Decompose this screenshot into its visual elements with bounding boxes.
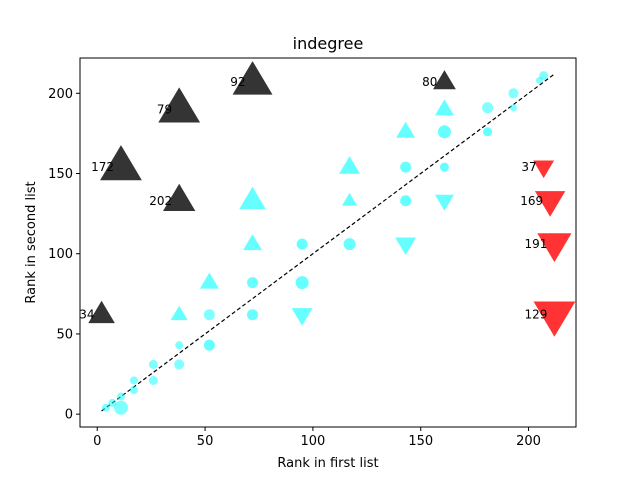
point-triangle-up bbox=[239, 186, 266, 210]
point-label: 34 bbox=[79, 308, 94, 322]
y-axis-label: Rank in second list bbox=[24, 181, 39, 303]
point-circle bbox=[247, 309, 259, 321]
x-tick-label: 50 bbox=[197, 434, 214, 449]
point-triangle-down bbox=[533, 160, 555, 179]
point-circle bbox=[174, 359, 185, 370]
y-tick-label: 0 bbox=[65, 408, 73, 423]
point-label: 80 bbox=[422, 75, 437, 89]
point-circle bbox=[400, 195, 412, 207]
point-circle bbox=[343, 238, 356, 251]
point-circle bbox=[129, 376, 138, 385]
point-triangle-up bbox=[100, 145, 142, 181]
point-triangle-up bbox=[433, 70, 456, 90]
point-circle bbox=[148, 375, 158, 385]
point-circle bbox=[437, 125, 451, 139]
y-tick-label: 50 bbox=[56, 327, 73, 342]
point-circle bbox=[113, 400, 128, 415]
point-triangle-up bbox=[341, 192, 358, 206]
point-circle bbox=[509, 104, 517, 112]
point-circle bbox=[116, 392, 125, 401]
point-circle bbox=[539, 71, 549, 81]
point-label: 172 bbox=[91, 160, 114, 174]
point-circle bbox=[295, 276, 309, 290]
point-circle bbox=[247, 277, 259, 289]
point-triangle-up bbox=[88, 300, 115, 324]
x-tick-label: 200 bbox=[516, 434, 541, 449]
point-circle bbox=[439, 162, 449, 172]
point-triangle-down bbox=[534, 191, 566, 217]
reference-line-layer bbox=[101, 73, 555, 412]
point-label: 37 bbox=[521, 160, 536, 174]
point-triangle-up bbox=[158, 87, 201, 123]
y-tick-label: 150 bbox=[48, 167, 73, 182]
point-triangle-up bbox=[339, 156, 361, 174]
point-triangle-up bbox=[170, 305, 188, 321]
point-circle bbox=[203, 339, 215, 351]
point-circle bbox=[400, 161, 412, 173]
point-circle bbox=[296, 238, 308, 250]
point-label: 129 bbox=[525, 308, 548, 322]
point-triangle-up bbox=[434, 99, 454, 116]
point-circle bbox=[508, 88, 519, 99]
point-triangle-down bbox=[395, 237, 417, 256]
point-circle bbox=[108, 398, 117, 407]
x-axis-label: Rank in first list bbox=[277, 456, 378, 471]
x-tick-label: 150 bbox=[408, 434, 433, 449]
point-triangle-up bbox=[163, 183, 196, 211]
y-tick-label: 100 bbox=[48, 247, 73, 262]
x-tick-label: 0 bbox=[93, 434, 101, 449]
points-layer bbox=[88, 61, 576, 415]
point-circle bbox=[148, 359, 158, 369]
point-label: 92 bbox=[230, 75, 245, 89]
point-triangle-down bbox=[434, 194, 454, 211]
ticks-layer: 0 50 100 150 200 0 50 100 150 200 bbox=[48, 87, 541, 449]
point-triangle-down bbox=[537, 233, 572, 263]
y-tick-label: 200 bbox=[48, 87, 73, 102]
x-tick-label: 100 bbox=[300, 434, 325, 449]
point-triangle-up bbox=[232, 61, 273, 95]
point-label: 202 bbox=[149, 194, 172, 208]
point-circle bbox=[203, 309, 215, 321]
point-circle bbox=[101, 403, 110, 412]
plot-area-frame bbox=[79, 57, 577, 428]
point-circle bbox=[483, 127, 493, 137]
point-triangle-down bbox=[291, 308, 313, 326]
point-triangle-up bbox=[396, 121, 416, 138]
point-triangle-up bbox=[199, 272, 219, 289]
point-label: 191 bbox=[525, 237, 548, 251]
point-triangle-down bbox=[533, 301, 576, 337]
point-triangle-up bbox=[243, 234, 263, 251]
point-label: 79 bbox=[157, 102, 172, 116]
point-labels-layer: 34 172 202 79 92 80 37 169 191 129 bbox=[79, 75, 547, 322]
point-circle bbox=[175, 341, 184, 350]
point-circle bbox=[129, 386, 138, 395]
chart-title: indegree bbox=[293, 34, 364, 53]
reference-diagonal-line bbox=[101, 73, 555, 412]
point-label: 169 bbox=[520, 194, 543, 208]
point-circle bbox=[482, 102, 494, 114]
